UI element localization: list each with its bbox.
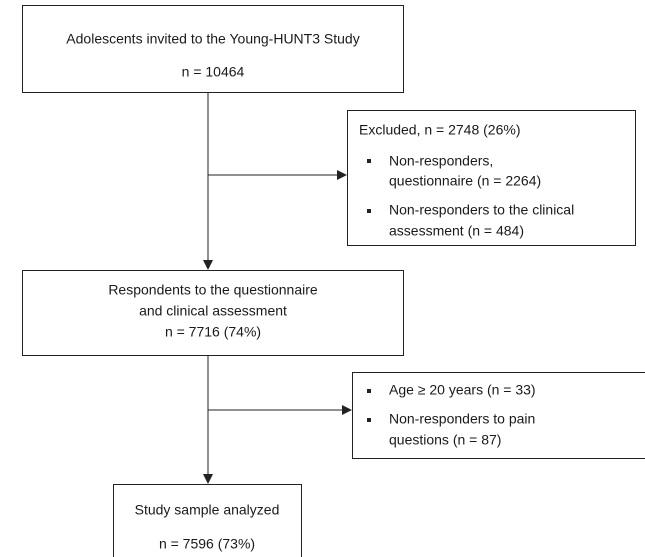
- bullet: [367, 159, 371, 163]
- box-text: n = 7596 (73%): [159, 536, 255, 552]
- box: [347, 110, 636, 246]
- box-text: n = 7716 (74%): [165, 324, 261, 340]
- box-title: Excluded, n = 2748 (26%): [359, 122, 521, 138]
- box: [22, 270, 404, 356]
- bullet: [367, 418, 371, 422]
- box-text: questions (n = 87): [389, 432, 501, 448]
- box-text: assessment (n = 484): [389, 223, 524, 239]
- box-text: Respondents to the questionnaire: [108, 282, 318, 298]
- box-text: and clinical assessment: [139, 303, 287, 319]
- bullet: [367, 209, 371, 213]
- box-text: Study sample analyzed: [135, 502, 280, 518]
- box: [22, 5, 404, 93]
- box-text: Adolescents invited to the Young-HUNT3 S…: [66, 31, 359, 47]
- box-text: Non-responders to pain: [389, 411, 535, 427]
- box-text: questionnaire (n = 2264): [389, 173, 541, 189]
- box-text: Non-responders,: [389, 153, 493, 169]
- box: [352, 372, 645, 459]
- box: [113, 484, 302, 557]
- bullet: [367, 389, 371, 393]
- box-text: n = 10464: [182, 64, 245, 80]
- box-text: Non-responders to the clinical: [389, 202, 574, 218]
- box-text: Age ≥ 20 years (n = 33): [389, 382, 536, 398]
